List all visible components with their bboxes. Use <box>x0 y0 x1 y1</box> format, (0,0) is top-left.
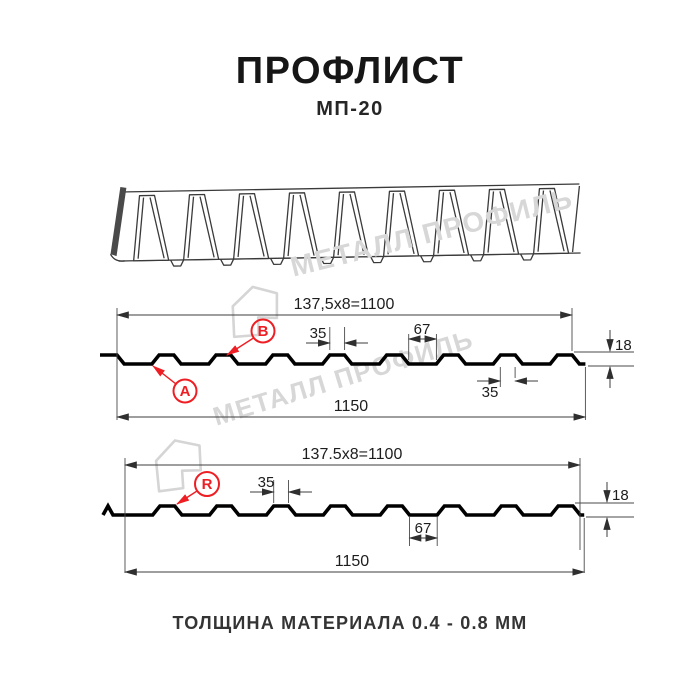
page-title: ПРОФЛИСТ <box>235 50 465 92</box>
brand-logo-icon <box>154 439 203 493</box>
dim-height-a-text: 18 <box>615 337 632 354</box>
sheet-left-foot <box>109 253 125 262</box>
dim-height-r-text: 18 <box>612 487 629 504</box>
watermark-lower: МЕТАЛЛ ПРОФИЛЬ <box>154 324 477 493</box>
sheet-3d-view <box>109 183 581 267</box>
dim-total-width-r-text: 1150 <box>335 553 370 570</box>
sheet-right-cut-edge <box>571 185 581 253</box>
sheet-left-cap <box>110 187 127 257</box>
profile-outline-a <box>100 353 586 366</box>
dim-module-width-a-text: 137,5x8=1100 <box>294 296 395 313</box>
dim-total-width-a-text: 1150 <box>334 398 369 415</box>
callout-r: R <box>176 471 220 505</box>
dim-rib-bottom-a-text: 35 <box>482 384 499 401</box>
sheet-back-edge <box>121 183 580 193</box>
dim-module-width-r-text: 137.5x8=1100 <box>302 446 403 463</box>
callout-b-text: B <box>258 323 269 340</box>
product-code: МП-20 <box>316 98 384 120</box>
dim-valley-r-text: 67 <box>415 520 432 537</box>
callout-a-text: A <box>180 383 191 400</box>
callout-b: B <box>226 318 276 356</box>
brand-logo-icon <box>231 285 279 339</box>
callout-a: A <box>152 365 198 404</box>
callout-r-text: R <box>202 476 213 493</box>
section-a-drawing: 137,5x8=1100 35 67 18 35 1150 A <box>100 296 634 421</box>
dim-rib-top-a-text: 35 <box>310 325 327 342</box>
section-r-drawing: 137.5x8=1100 35 67 18 1150 R <box>101 446 634 576</box>
dim-rib-top-r-text: 35 <box>258 474 275 491</box>
profile-outline-r <box>101 502 585 517</box>
watermark-text: МЕТАЛЛ ПРОФИЛЬ <box>287 182 576 282</box>
thickness-note: ТОЛЩИНА МАТЕРИАЛА 0.4 - 0.8 ММ <box>172 613 528 633</box>
dim-valley-a-text: 67 <box>414 321 431 338</box>
